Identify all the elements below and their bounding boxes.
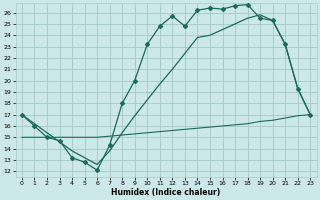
X-axis label: Humidex (Indice chaleur): Humidex (Indice chaleur)	[111, 188, 221, 197]
